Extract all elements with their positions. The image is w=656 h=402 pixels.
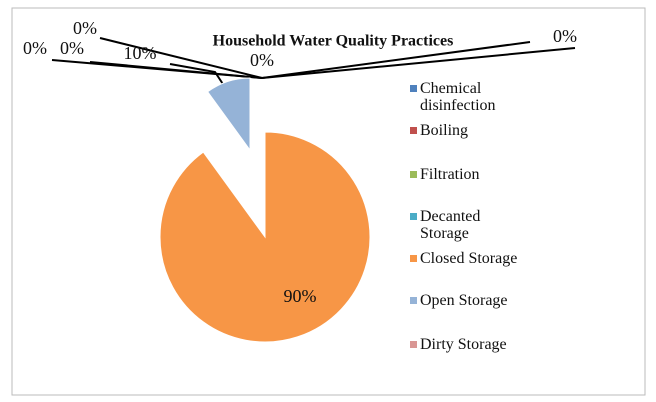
legend-item: Closed Storage [410,250,560,267]
legend-swatch [410,127,417,134]
legend-item: Decanted Storage [410,208,560,242]
legend-item: Chemical disinfection [410,80,560,114]
legend-label: Boiling [420,122,469,139]
leader-line [261,47,576,79]
legend-item: Dirty Storage [410,336,560,353]
legend-label: Filtration [420,166,480,183]
chart-title: Household Water Quality Practices [213,33,454,50]
data-label: 0% [60,38,84,58]
data-label: 0% [23,38,47,58]
legend-label: Dirty Storage [420,336,507,353]
legend-label: Open Storage [420,292,508,309]
legend-label: Closed Storage [420,250,518,267]
data-label: 0% [553,26,577,46]
data-label: 0% [250,50,274,70]
legend-item: Open Storage [410,292,560,309]
legend-label: Decanted Storage [420,208,481,242]
legend-swatch [410,341,417,348]
legend-label: Chemical disinfection [420,80,496,114]
legend-swatch [410,255,417,262]
data-label: 90% [284,286,317,306]
legend-swatch [410,213,417,220]
data-label: 10% [124,43,157,63]
legend-swatch [410,85,417,92]
leader-line [99,37,263,79]
pie-slice [206,77,251,152]
legend-swatch [410,297,417,304]
data-label: 0% [73,18,97,38]
leader-line [261,41,531,79]
legend-item: Boiling [410,122,560,139]
legend-item: Filtration [410,166,560,183]
legend-swatch [410,171,417,178]
leader-line [89,61,263,79]
